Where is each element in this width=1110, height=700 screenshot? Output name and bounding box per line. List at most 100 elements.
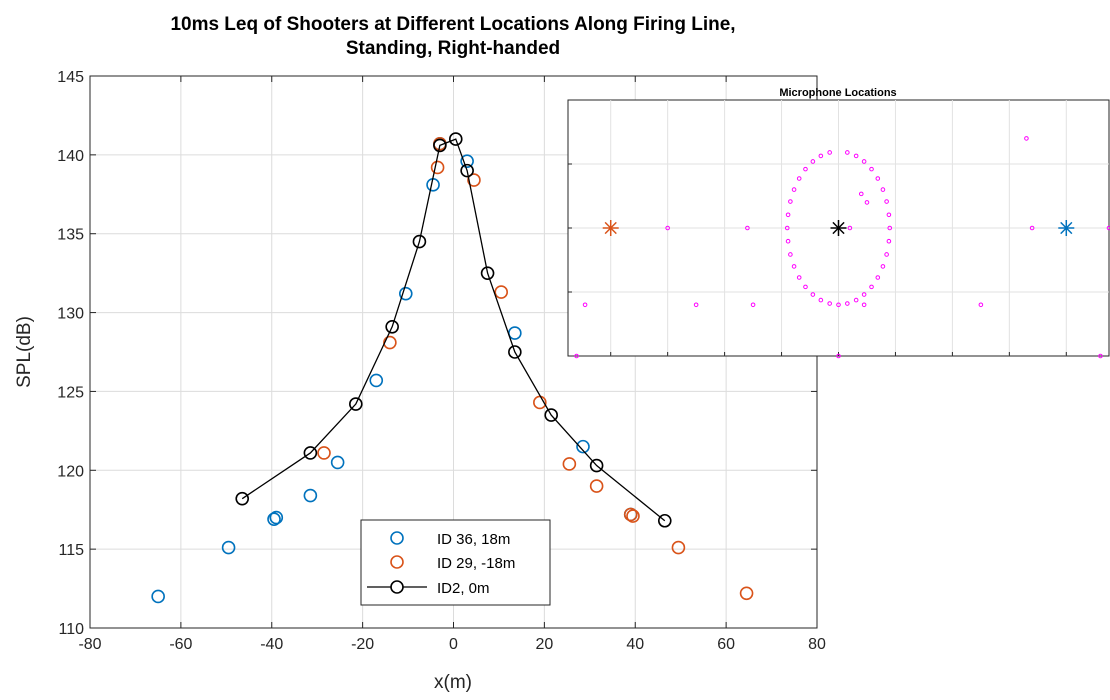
microphone-point [845, 301, 850, 306]
microphone-point [784, 225, 790, 231]
microphone-point [1024, 136, 1029, 141]
legend-entry-id2: ID2, 0m [367, 580, 490, 597]
microphone-point [847, 225, 853, 231]
data-point-id-36-18m [267, 512, 281, 526]
data-point-id2-0m [349, 397, 363, 411]
microphone-point [796, 275, 802, 280]
microphone-point [861, 302, 867, 308]
microphone-point [869, 284, 874, 290]
data-point-id-29-18m [467, 173, 481, 187]
y-tick-label: 140 [57, 148, 84, 165]
y-tick-label: 120 [57, 463, 84, 480]
chart-title-line1: 10ms Leq of Shooters at Different Locati… [170, 14, 735, 35]
inset-title: Microphone Locations [779, 87, 896, 99]
microphone-point [1029, 225, 1035, 231]
microphone-point [796, 176, 802, 181]
chart-title-line2: Standing, Right-handed [346, 38, 560, 59]
data-point-id-36-18m [576, 439, 590, 454]
microphone-point [886, 238, 892, 244]
microphone-point [750, 302, 756, 308]
data-point-id-29-18m [623, 507, 638, 522]
microphone-point [861, 159, 867, 164]
x-tick-label: -20 [351, 636, 374, 653]
microphone-point [978, 302, 984, 308]
microphone-point [884, 199, 889, 204]
data-point-id-29-18m [317, 446, 331, 460]
microphone-point [785, 212, 791, 218]
legend-label-id36: ID 36, 18m [437, 531, 510, 548]
inset-chart: Microphone Locations [567, 87, 1110, 359]
data-point-id-29-18m [383, 335, 397, 350]
microphone-point [836, 302, 841, 308]
shooter-marker-stroke [1060, 221, 1073, 235]
x-tick-label: 80 [808, 636, 826, 653]
data-point-id-36-18m [460, 154, 474, 168]
data-point-id2-0m [303, 446, 318, 460]
data-point-id-29-18m [562, 457, 577, 471]
microphone-point [887, 225, 893, 231]
x-axis-label: x(m) [434, 672, 472, 693]
microphone-point [788, 252, 793, 257]
y-tick-label: 135 [57, 227, 84, 244]
shooter-marker [830, 220, 847, 236]
y-tick-label: 110 [58, 621, 84, 638]
data-point-id-29-18m [739, 586, 754, 601]
microphone-point [845, 150, 850, 155]
microphone-point [818, 153, 824, 159]
microphone-point [861, 292, 867, 297]
legend-label-id2: ID2, 0m [437, 580, 490, 597]
x-tick-label: -60 [169, 636, 192, 653]
data-point-id2-0m [385, 319, 399, 334]
microphone-point [880, 187, 886, 192]
x-tick-label: -40 [260, 636, 283, 653]
shooter-marker-stroke [832, 221, 845, 235]
data-point-id-29-18m [589, 479, 604, 493]
shooter-marker [1058, 220, 1075, 236]
microphone-point [880, 264, 886, 269]
microphone-point [791, 187, 797, 192]
legend-marker-id29 [390, 555, 404, 569]
y-tick-label: 115 [58, 542, 84, 559]
data-point-id2-0m [433, 138, 447, 153]
microphone-point [665, 225, 670, 231]
series-line-id2-0m [241, 138, 666, 522]
data-point-id2-0m [544, 408, 558, 422]
data-point-id2-0m [412, 234, 427, 249]
microphone-point [853, 153, 859, 159]
microphone-point [858, 191, 864, 197]
data-point-id-29-18m [671, 540, 686, 555]
data-point-id2-0m [589, 458, 604, 473]
microphone-point [818, 297, 824, 303]
shooter-marker [602, 220, 619, 236]
x-tick-label: -80 [78, 636, 101, 653]
legend-entry-id36: ID 36, 18m [390, 531, 510, 548]
data-point-id-29-18m [626, 509, 640, 523]
y-tick-label: 130 [57, 306, 84, 323]
data-point-id2-0m [235, 491, 250, 506]
microphone-point [853, 297, 859, 303]
microphone-point [693, 302, 699, 308]
microphone-point [803, 284, 808, 290]
microphone-point [810, 292, 816, 297]
data-point-id-36-18m [398, 286, 413, 301]
data-point-id-29-18m [430, 160, 445, 175]
microphone-point [836, 353, 841, 359]
data-point-id-36-18m [330, 455, 345, 470]
microphone-point [574, 353, 579, 359]
microphone-point [1106, 225, 1110, 231]
data-point-id-36-18m [303, 488, 318, 503]
legend-marker-id2 [390, 580, 404, 594]
microphone-point [884, 252, 889, 257]
y-tick-label: 145 [57, 69, 84, 86]
data-point-id2-0m [480, 266, 495, 280]
y-tick-label: 125 [57, 384, 84, 401]
microphone-point [788, 199, 793, 204]
data-point-id2-0m [657, 513, 672, 528]
data-point-id-29-18m [494, 285, 509, 299]
legend-entry-id29: ID 29, -18m [390, 555, 515, 572]
microphone-point [745, 225, 750, 231]
data-point-id-36-18m [369, 373, 384, 388]
data-point-id2-0m [460, 163, 474, 178]
series-id2-0m [235, 132, 672, 528]
